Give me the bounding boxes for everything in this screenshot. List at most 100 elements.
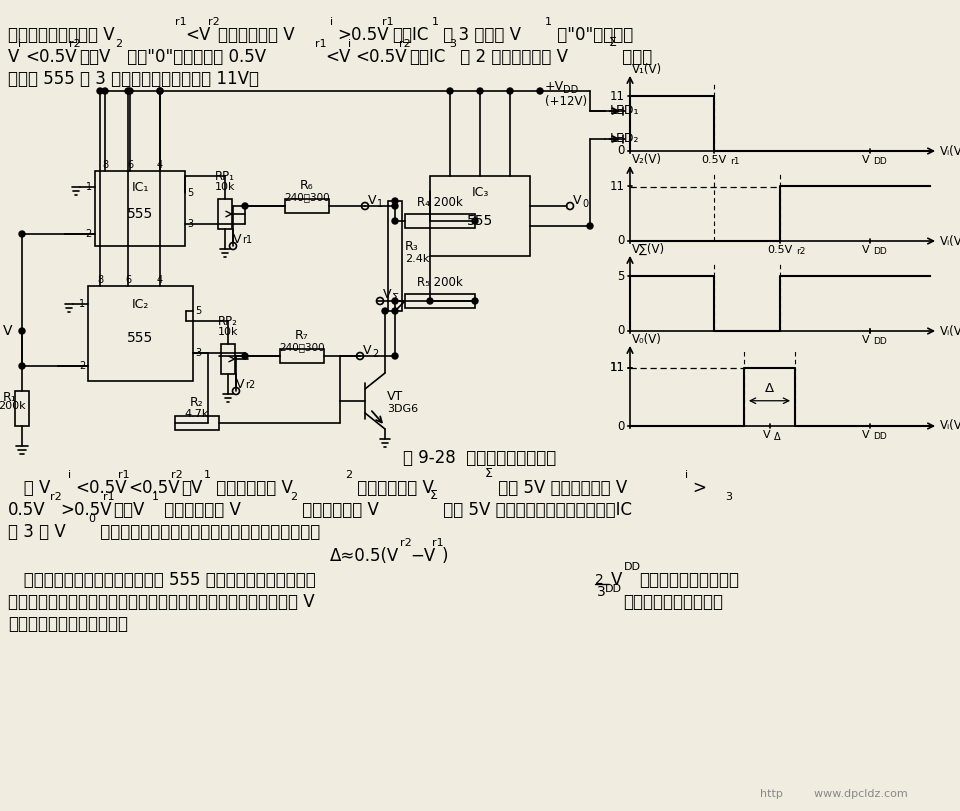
Text: 于欠压和过压保护电路中。: 于欠压和过压保护电路中。 bbox=[8, 615, 128, 633]
Text: V: V bbox=[368, 195, 376, 208]
Text: 图 9-28  双限电压比较器电路: 图 9-28 双限电压比较器电路 bbox=[403, 449, 557, 467]
Text: 240～300: 240～300 bbox=[279, 342, 324, 352]
Text: 0.5V: 0.5V bbox=[8, 501, 46, 519]
Bar bbox=[218, 199, 232, 229]
Text: 的 3 脚输出 V: 的 3 脚输出 V bbox=[438, 26, 521, 44]
Text: 的 2 脚的合成电压 V: 的 2 脚的合成电压 V bbox=[455, 48, 568, 66]
Bar bbox=[285, 199, 329, 213]
Text: r1: r1 bbox=[175, 17, 186, 27]
Text: r2: r2 bbox=[69, 39, 81, 49]
Text: 2.4k: 2.4k bbox=[405, 254, 429, 264]
Text: 11: 11 bbox=[610, 180, 625, 193]
Text: DD: DD bbox=[873, 337, 887, 346]
Text: DD: DD bbox=[873, 247, 887, 256]
Text: 555: 555 bbox=[467, 214, 493, 228]
Circle shape bbox=[19, 363, 25, 369]
Text: 1: 1 bbox=[204, 470, 211, 480]
Circle shape bbox=[477, 88, 483, 94]
Text: Vᵢ(V): Vᵢ(V) bbox=[940, 419, 960, 432]
Text: 3: 3 bbox=[195, 348, 202, 358]
Text: 时，IC: 时，IC bbox=[409, 48, 445, 66]
Text: 200k: 200k bbox=[0, 401, 26, 411]
Text: 2: 2 bbox=[372, 349, 378, 359]
Circle shape bbox=[382, 308, 388, 314]
Text: i: i bbox=[685, 470, 688, 480]
Text: V: V bbox=[862, 335, 870, 345]
Text: 3: 3 bbox=[725, 492, 732, 502]
Text: r1: r1 bbox=[432, 538, 444, 548]
Text: ，V: ，V bbox=[181, 479, 203, 497]
Text: <V: <V bbox=[185, 26, 210, 44]
Circle shape bbox=[537, 88, 543, 94]
Text: 6: 6 bbox=[127, 160, 133, 170]
Circle shape bbox=[102, 88, 108, 94]
Text: LED₂: LED₂ bbox=[610, 132, 639, 145]
Text: 555: 555 bbox=[128, 332, 154, 345]
Text: R₂: R₂ bbox=[190, 396, 204, 409]
Bar bbox=[405, 214, 475, 228]
Text: Δ: Δ bbox=[765, 382, 774, 395]
Text: V: V bbox=[762, 430, 770, 440]
Text: i: i bbox=[330, 17, 333, 27]
Text: V: V bbox=[233, 233, 242, 246]
Text: <0.5V: <0.5V bbox=[355, 48, 407, 66]
Text: 0: 0 bbox=[88, 514, 95, 524]
Text: 11: 11 bbox=[610, 90, 625, 103]
Text: i: i bbox=[20, 328, 23, 338]
Text: <0.5V: <0.5V bbox=[25, 48, 77, 66]
Text: 2: 2 bbox=[79, 361, 85, 371]
Text: 555: 555 bbox=[127, 208, 154, 221]
Text: DD: DD bbox=[624, 562, 641, 572]
Text: i: i bbox=[68, 470, 71, 480]
Bar bbox=[95, 171, 185, 246]
Text: r2: r2 bbox=[245, 380, 255, 390]
Bar bbox=[405, 294, 475, 308]
Text: 2: 2 bbox=[595, 573, 604, 587]
Bar bbox=[280, 349, 324, 363]
Text: 0.5V: 0.5V bbox=[702, 155, 727, 165]
Text: 时，V: 时，V bbox=[79, 48, 110, 66]
Text: i: i bbox=[348, 39, 351, 49]
Text: 1: 1 bbox=[545, 17, 552, 27]
Circle shape bbox=[472, 218, 478, 224]
Text: 成片内部比较器的基准电压的原理进行的。注意外加电压不能超过 V: 成片内部比较器的基准电压的原理进行的。注意外加电压不能超过 V bbox=[8, 593, 315, 611]
Text: 呈低电: 呈低电 bbox=[617, 48, 652, 66]
Text: Σ: Σ bbox=[392, 293, 399, 303]
Text: 3: 3 bbox=[187, 219, 193, 229]
Text: 时，V: 时，V bbox=[113, 501, 144, 519]
Text: 。双限电压比较器可用: 。双限电压比较器可用 bbox=[623, 593, 723, 611]
Text: 10k: 10k bbox=[215, 182, 235, 192]
Text: r1: r1 bbox=[315, 39, 326, 49]
Text: RP₂: RP₂ bbox=[218, 315, 238, 328]
Text: r1: r1 bbox=[242, 235, 252, 245]
Text: 进行双限比较，设置 V: 进行双限比较，设置 V bbox=[8, 26, 114, 44]
Text: VT: VT bbox=[387, 389, 403, 402]
Text: IC₁: IC₁ bbox=[132, 181, 149, 194]
Circle shape bbox=[447, 88, 453, 94]
Text: 3: 3 bbox=[597, 585, 606, 599]
Text: r2: r2 bbox=[400, 538, 412, 548]
Text: −V: −V bbox=[410, 547, 435, 565]
Circle shape bbox=[157, 88, 163, 94]
Text: 0: 0 bbox=[617, 234, 625, 247]
Text: 。当输入信号 V: 。当输入信号 V bbox=[218, 26, 295, 44]
Text: 1: 1 bbox=[377, 199, 383, 209]
Text: V: V bbox=[3, 324, 12, 338]
Circle shape bbox=[392, 218, 398, 224]
Circle shape bbox=[242, 353, 248, 359]
Text: 的 3 端 V: 的 3 端 V bbox=[8, 523, 65, 541]
Text: V: V bbox=[862, 155, 870, 165]
Text: 11: 11 bbox=[610, 361, 625, 374]
Text: Σ: Σ bbox=[430, 489, 438, 502]
Text: 0: 0 bbox=[617, 419, 625, 432]
Text: 双限电压比较是利用了时基电路 555 的控制端（内部分压点为: 双限电压比较是利用了时基电路 555 的控制端（内部分压点为 bbox=[8, 571, 316, 589]
Text: i: i bbox=[18, 39, 21, 49]
Text: 2: 2 bbox=[85, 229, 92, 239]
Text: 5: 5 bbox=[195, 306, 202, 316]
Text: <V: <V bbox=[325, 48, 350, 66]
Text: 10k: 10k bbox=[218, 327, 238, 337]
Text: R₄ 200k: R₄ 200k bbox=[418, 196, 463, 209]
Text: V: V bbox=[862, 245, 870, 255]
Text: Vᵢ(V): Vᵢ(V) bbox=[940, 144, 960, 157]
Text: r2: r2 bbox=[208, 17, 220, 27]
